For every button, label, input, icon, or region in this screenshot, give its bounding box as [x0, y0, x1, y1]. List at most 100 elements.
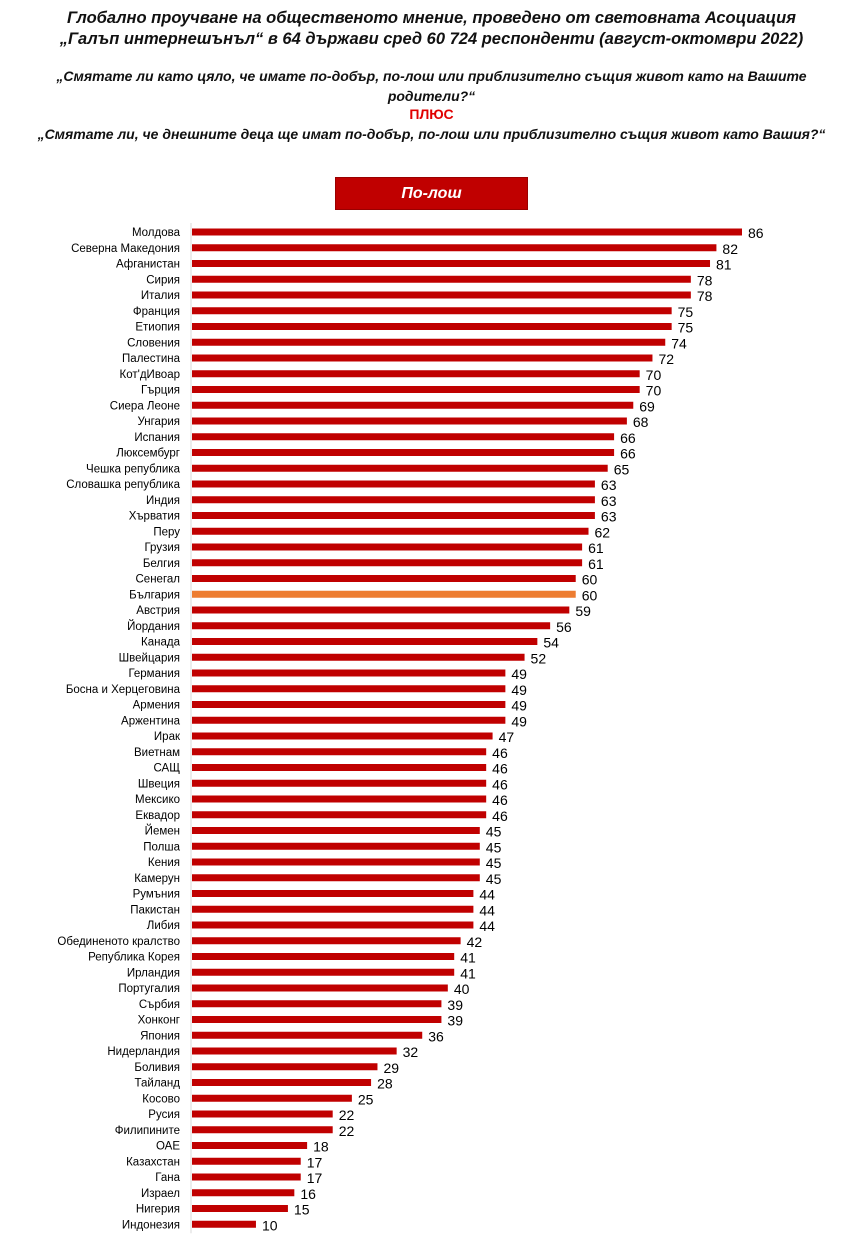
bar: [192, 1110, 333, 1118]
category-label: Боливия: [134, 1062, 180, 1074]
bar: [192, 874, 480, 882]
value-label: 46: [492, 745, 508, 761]
value-label: 75: [678, 304, 694, 320]
value-label: 22: [339, 1123, 355, 1139]
category-label: Мексико: [135, 794, 180, 806]
category-label: Гана: [155, 1172, 180, 1184]
value-label: 65: [614, 461, 630, 477]
value-label: 66: [620, 430, 636, 446]
category-label: Израел: [141, 1188, 180, 1200]
category-label: Франция: [133, 306, 180, 318]
category-label: Чешка република: [86, 463, 181, 475]
category-label: Германия: [128, 668, 180, 680]
category-label: Грузия: [144, 542, 180, 554]
bar: [192, 827, 480, 834]
value-label: 78: [697, 272, 713, 288]
category-label: Индия: [146, 495, 180, 507]
value-label: 61: [588, 556, 604, 572]
category-label: Нидерландия: [107, 1046, 180, 1058]
category-label: Перу: [153, 526, 180, 538]
bar: [192, 716, 506, 724]
bar: [192, 622, 551, 630]
value-label: 52: [531, 650, 547, 666]
value-label: 75: [678, 320, 694, 336]
value-label: 49: [511, 713, 527, 729]
category-label: Хонконг: [138, 1015, 180, 1027]
value-label: 46: [492, 776, 508, 792]
value-label: 46: [492, 792, 508, 808]
category-label: Либия: [147, 920, 180, 932]
value-label: 70: [646, 367, 662, 383]
bar: [192, 575, 576, 582]
question-1: „Смятате ли като цяло, че имате по-добър…: [56, 68, 807, 104]
bar: [192, 260, 711, 267]
value-label: 44: [479, 902, 495, 918]
value-label: 17: [307, 1170, 323, 1186]
value-label: 63: [601, 493, 617, 509]
value-label: 46: [492, 761, 508, 777]
value-label: 47: [499, 729, 515, 745]
bar: [192, 1220, 256, 1228]
bar: [192, 496, 595, 504]
value-label: 74: [671, 335, 687, 351]
category-label: България: [129, 589, 180, 601]
category-label: Йемен: [145, 825, 180, 838]
value-label: 78: [697, 288, 713, 304]
bar: [192, 905, 474, 913]
category-label: Канада: [141, 637, 181, 649]
bar: [192, 559, 583, 567]
category-label: Еквадор: [135, 810, 180, 822]
category-label: Унгария: [137, 416, 180, 428]
bar: [192, 653, 525, 661]
category-label: Аржентина: [121, 715, 181, 727]
bar: [192, 764, 487, 771]
bar: [192, 953, 455, 960]
category-label: Пакистан: [130, 904, 180, 916]
bar: [192, 354, 653, 362]
category-label: Йордания: [127, 620, 180, 633]
bar: [192, 480, 595, 488]
category-label: Швеция: [138, 778, 180, 790]
category-label: Словения: [127, 337, 180, 349]
value-label: 82: [722, 241, 738, 257]
value-label: 45: [486, 871, 502, 887]
bar: [192, 1016, 442, 1023]
value-label: 49: [511, 698, 527, 714]
value-label: 15: [294, 1202, 310, 1218]
value-label: 49: [511, 682, 527, 698]
bar: [192, 228, 742, 236]
bar: [192, 921, 474, 929]
bar: [192, 779, 487, 787]
category-label: Русия: [148, 1109, 180, 1121]
bar: [192, 732, 493, 740]
legend-worse: По-лош: [335, 177, 528, 210]
bar: [192, 795, 487, 803]
category-label: Сърбия: [139, 999, 180, 1011]
bar: [192, 669, 506, 677]
category-label: Белгия: [143, 558, 180, 570]
bar: [192, 701, 506, 708]
value-label: 54: [543, 635, 559, 651]
category-label: Армения: [133, 700, 180, 712]
value-label: 39: [447, 997, 463, 1013]
bar: [192, 543, 583, 551]
category-label: Кот'дИвоар: [120, 369, 180, 381]
bar: [192, 512, 595, 519]
bar: [192, 1205, 288, 1212]
value-label: 62: [595, 524, 611, 540]
bar: [192, 685, 506, 693]
category-label: Гърция: [141, 385, 180, 397]
category-label: Филипините: [115, 1125, 180, 1137]
value-label: 32: [403, 1044, 419, 1060]
bar: [192, 323, 672, 330]
category-label: Ирак: [154, 731, 181, 743]
bar: [192, 1000, 442, 1008]
category-label: Косово: [142, 1093, 180, 1105]
bar: [192, 842, 480, 850]
category-label: Словашка република: [66, 479, 180, 491]
value-label: 70: [646, 383, 662, 399]
category-label: Япония: [140, 1030, 180, 1042]
bar: [192, 291, 691, 299]
value-label: 41: [460, 965, 476, 981]
category-label: Молдова: [132, 227, 181, 239]
